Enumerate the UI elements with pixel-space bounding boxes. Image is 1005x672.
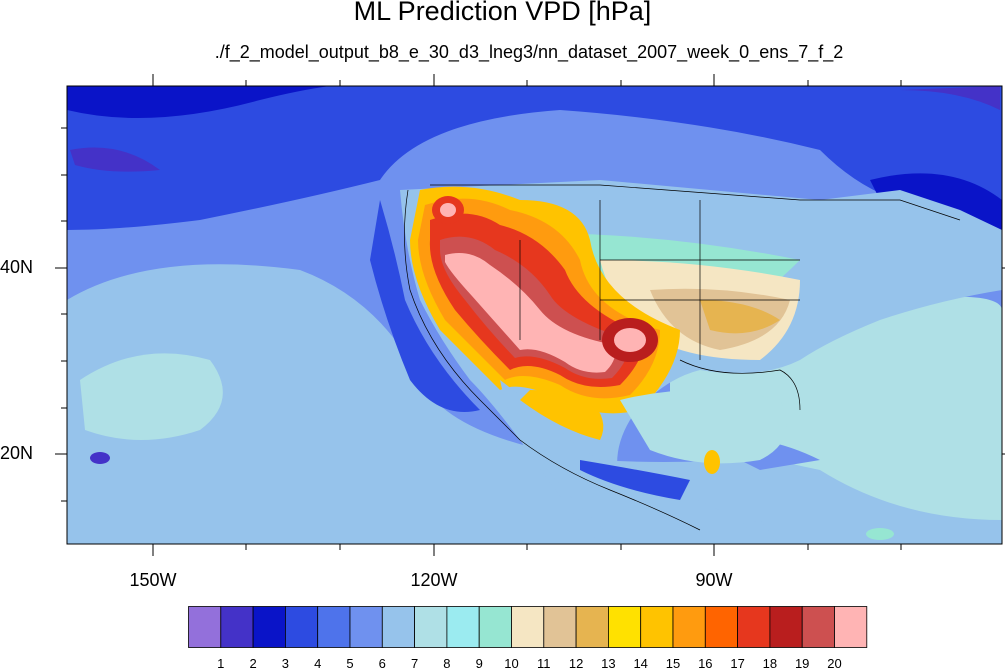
colorbar-swatch — [511, 606, 545, 648]
colorbar-swatch — [220, 606, 254, 648]
colorbar-swatch — [834, 606, 868, 648]
colorbar-swatch — [252, 606, 286, 648]
colorbar-swatch — [672, 606, 706, 648]
colorbar-swatch — [188, 606, 222, 648]
colorbar-swatch — [381, 606, 416, 648]
colorbar-swatch — [704, 606, 738, 648]
colorbar-label: 14 — [633, 656, 648, 671]
colorbar-swatch — [801, 606, 835, 648]
colorbar-label: 18 — [762, 656, 778, 671]
colorbar-swatch — [737, 606, 771, 648]
colorbar-swatch — [575, 606, 609, 648]
colorbar-swatch — [543, 606, 577, 648]
map-frame — [66, 85, 1003, 545]
colorbar-label: 7 — [410, 656, 419, 671]
colorbar-swatch — [414, 606, 448, 648]
colorbar-label: 17 — [730, 656, 745, 671]
colorbar-label: 19 — [794, 656, 810, 671]
lon-label-150w: 150W — [129, 570, 177, 590]
colorbar-label: 11 — [537, 656, 551, 671]
colorbar-label: 9 — [475, 656, 483, 671]
lon-label-120w: 120W — [410, 570, 458, 590]
colorbar-label: 12 — [568, 656, 584, 671]
colorbar-label: 2 — [249, 656, 257, 671]
colorbar-swatch — [317, 606, 351, 648]
colorbar-label: 8 — [443, 656, 451, 671]
colorbar-swatch — [349, 606, 383, 648]
colorbar-swatch — [640, 606, 674, 648]
map-subtitle: ./f_2_model_output_b8_e_30_d3_lneg3/nn_d… — [214, 42, 844, 62]
colorbar-label: 3 — [281, 656, 290, 671]
lon-label-90w: 90W — [695, 570, 733, 590]
colorbar-label: 10 — [504, 656, 519, 671]
axis-ticks — [55, 74, 1005, 556]
colorbar-label: 16 — [698, 656, 713, 671]
vpd-field — [67, 86, 1002, 544]
lat-label-40n: 40N — [0, 257, 34, 277]
colorbar-swatch — [285, 606, 319, 648]
colorbar-label: 5 — [346, 656, 354, 671]
colorbar-swatch — [478, 606, 512, 648]
colorbar — [188, 606, 868, 648]
colorbar-label: 13 — [601, 656, 616, 671]
colorbar-label: 15 — [665, 656, 681, 671]
colorbar-swatch — [446, 606, 480, 648]
map-title: ML Prediction VPD [hPa] — [353, 0, 652, 26]
lat-label-20n: 20N — [0, 443, 34, 463]
colorbar-label: 20 — [827, 656, 842, 671]
colorbar-swatch — [607, 606, 642, 648]
colorbar-label: 1 — [217, 656, 225, 671]
colorbar-swatch — [769, 606, 803, 648]
coastlines — [404, 184, 961, 531]
colorbar-label: 4 — [314, 656, 322, 671]
colorbar-label: 6 — [378, 656, 386, 671]
